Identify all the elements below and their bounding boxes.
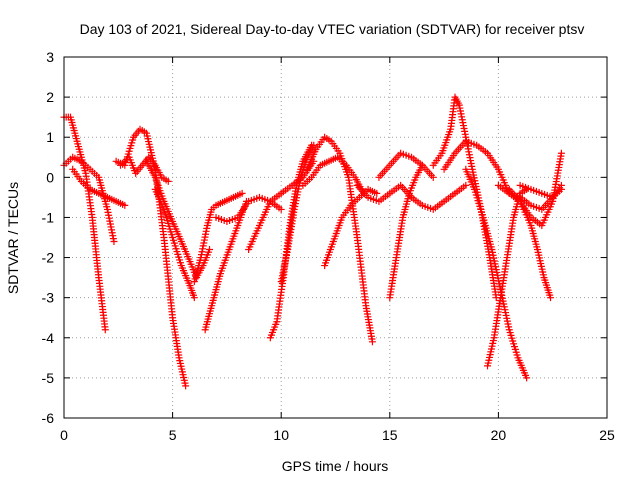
- series-arc-21: [429, 93, 500, 302]
- y-tick-label: 2: [46, 89, 54, 105]
- y-tick-label: -2: [42, 250, 55, 266]
- data-point: [121, 201, 129, 209]
- y-tick-label: -4: [42, 330, 55, 346]
- x-tick-label: 10: [273, 427, 289, 443]
- y-tick-label: -1: [42, 209, 55, 225]
- data-point: [238, 189, 246, 197]
- x-axis-label: GPS time / hours: [282, 458, 389, 474]
- data-point: [523, 374, 531, 382]
- y-tick-label: -3: [42, 290, 55, 306]
- data-point: [368, 338, 376, 346]
- series-arc-8: [190, 189, 246, 286]
- series-arc-6: [143, 157, 214, 282]
- series-arc-14: [303, 133, 376, 346]
- data-markers: [60, 93, 565, 390]
- y-tick-label: 3: [46, 49, 54, 65]
- series-arc-19: [386, 161, 426, 302]
- data-point: [557, 149, 565, 157]
- data-point: [182, 382, 190, 390]
- y-tick-label: 1: [46, 129, 54, 145]
- plot-frame: [63, 56, 608, 419]
- data-point: [164, 177, 172, 185]
- data-point: [101, 326, 109, 334]
- x-tick-label: 5: [169, 427, 177, 443]
- x-tick-label: 20: [491, 427, 507, 443]
- x-tick-label: 15: [382, 427, 398, 443]
- series-arc-7: [151, 185, 198, 302]
- data-point: [418, 161, 426, 169]
- y-tick-label: -6: [42, 410, 55, 426]
- y-tick-label: 0: [46, 169, 54, 185]
- y-axis-label: SDTVAR / TECUs: [5, 182, 21, 294]
- x-tick-label: 25: [599, 427, 615, 443]
- data-point: [310, 141, 318, 149]
- data-point: [429, 173, 437, 181]
- series-arc-1: [60, 113, 109, 334]
- y-tick-label: -5: [42, 370, 55, 386]
- data-point: [110, 238, 118, 246]
- series-arc-23: [462, 165, 531, 382]
- data-point: [462, 181, 470, 189]
- series-arc-18: [375, 149, 437, 181]
- data-point: [373, 189, 381, 197]
- series-arc-10: [212, 193, 285, 225]
- series-arc-20: [408, 181, 470, 213]
- data-point: [206, 246, 214, 254]
- series-arc-22: [440, 137, 565, 229]
- series-arc-5: [116, 153, 172, 185]
- series-arc-26: [505, 185, 555, 302]
- series-arc-27: [516, 181, 565, 201]
- data-point: [277, 205, 285, 213]
- tick-labels: 0 5 10 15 20 25 -6 -5 -4 -3 -2 -1 0 1 2 3: [42, 49, 615, 443]
- series-arc-13: [277, 141, 318, 286]
- data-point: [547, 294, 555, 302]
- x-tick-label: 0: [60, 427, 68, 443]
- series-arc-3: [69, 165, 129, 209]
- chart-title: Day 103 of 2021, Sidereal Day-to-day VTE…: [80, 21, 585, 37]
- data-point: [557, 185, 565, 193]
- data-point: [190, 294, 198, 302]
